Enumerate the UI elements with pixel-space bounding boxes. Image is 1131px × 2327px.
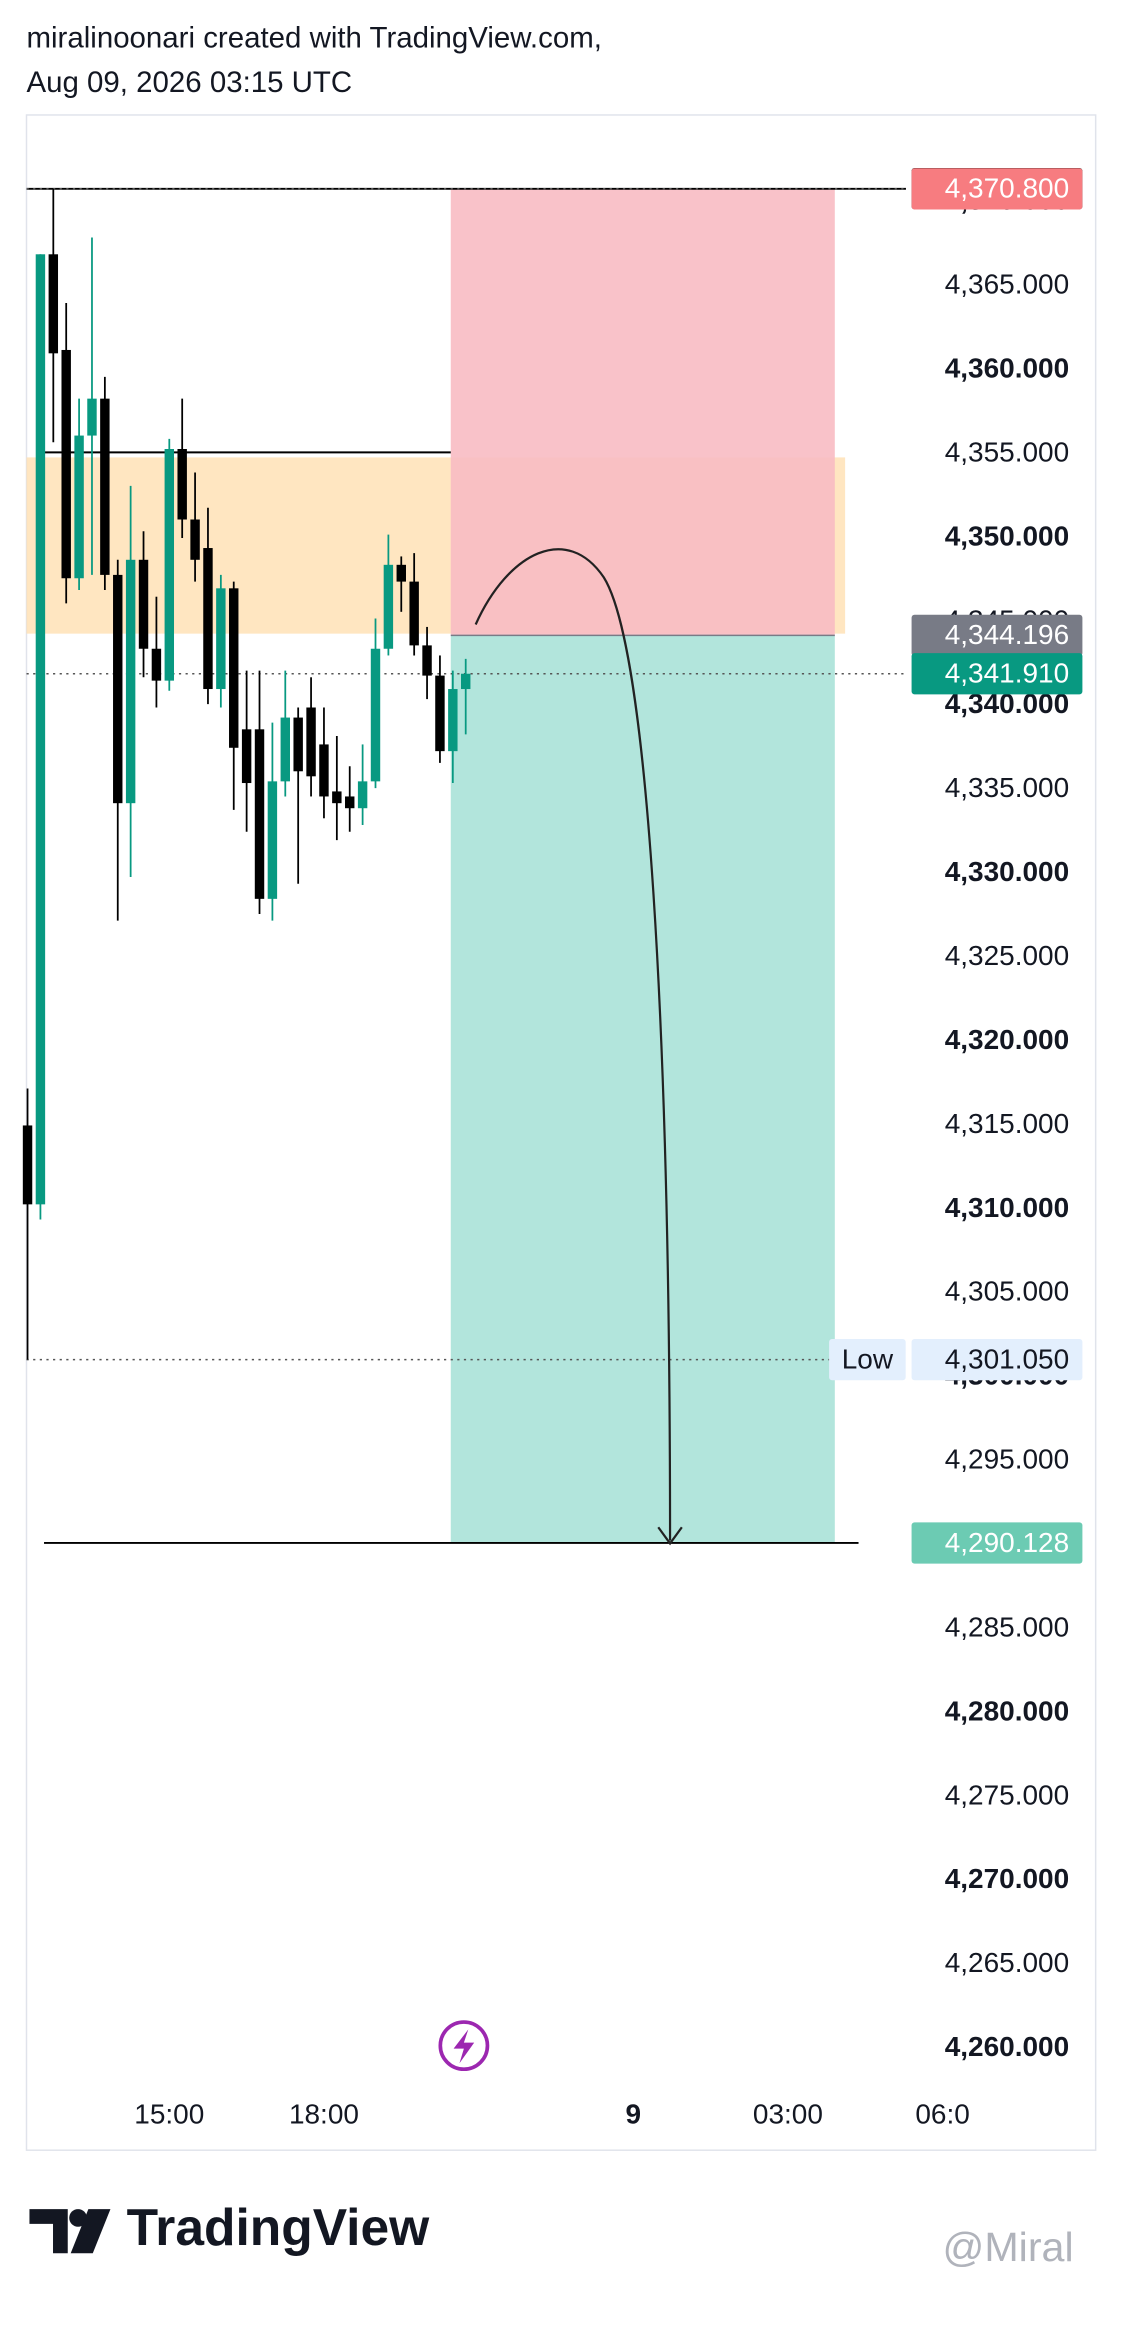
candle-body (448, 689, 458, 752)
candle-body (409, 581, 419, 646)
projection-arrow (474, 548, 672, 1541)
x-tick-label: 03:00 (753, 2099, 823, 2130)
candle-body (306, 707, 316, 777)
candle-body (113, 574, 123, 804)
candle-body (22, 1125, 33, 1205)
stop-zone (450, 188, 835, 636)
candle-body (138, 559, 149, 649)
candle-body (164, 449, 175, 681)
author-line: miralinoonari created with TradingView.c… (27, 22, 602, 55)
y-tick-label: 4,335.000 (945, 772, 1069, 803)
y-tick-label: 4,320.000 (945, 1024, 1069, 1055)
x-tick-label: 9 (625, 2099, 641, 2130)
y-tick-label: 4,260.000 (945, 2031, 1069, 2062)
price-tag-bg (829, 1338, 906, 1381)
y-tick-label: 4,315.000 (945, 1108, 1069, 1139)
watermark: @Miral (943, 2224, 1074, 2270)
price-label: 4,344.196 (945, 619, 1069, 650)
y-tick-label: 4,270.000 (945, 1863, 1069, 1894)
lightning-bolt (453, 2029, 475, 2064)
arrow-head (657, 1526, 683, 1546)
candle-body (48, 254, 59, 354)
y-tick-label: 4,305.000 (945, 1276, 1069, 1307)
brand-name: TradingView (127, 2198, 431, 2256)
candle-body (422, 645, 432, 676)
candle-body (357, 781, 368, 809)
candle-body (396, 564, 406, 582)
price-label-bg (911, 614, 1083, 657)
x-tick-label: 15:00 (134, 2099, 204, 2130)
candle-body (319, 744, 329, 797)
price-label-bg (911, 653, 1083, 695)
price-label-bg (911, 1522, 1083, 1564)
candle-body (332, 791, 342, 804)
candle-body (280, 717, 291, 782)
candle-body (177, 449, 187, 520)
candle-body (435, 675, 445, 752)
plot-layer: 4,260.000 4,265.000 4,270.000 4,275.000 4,28… (22, 168, 1083, 2130)
y-tick-label: 4,275.000 (945, 1779, 1069, 1810)
y-tick-label: 4,365.000 (945, 269, 1069, 300)
candle-body (254, 729, 265, 899)
y-tick-label: 4,325.000 (945, 940, 1069, 971)
candle-body (241, 729, 252, 784)
price-label: 4,341.910 (945, 658, 1069, 689)
candle-body (125, 559, 136, 804)
candle-body (35, 254, 46, 1205)
y-tick-label: 4,360.000 (945, 352, 1069, 383)
candle-body (229, 588, 239, 748)
date-line: Aug 09, 2026 03:15 UTC (27, 66, 353, 99)
x-tick-label: 18:00 (289, 2099, 359, 2130)
candle-body (61, 349, 71, 579)
y-tick-label: 4,310.000 (945, 1192, 1069, 1223)
candle-body (74, 435, 84, 579)
price-label: 4,290.128 (945, 1527, 1069, 1558)
y-tick-label: 4,285.000 (945, 1611, 1069, 1642)
price-label: 4,370.800 (945, 173, 1069, 204)
candle-body (345, 796, 355, 809)
candle-body (203, 548, 213, 690)
candle-body (151, 648, 162, 681)
candle-body (370, 648, 381, 782)
candle-body (216, 588, 226, 690)
price-label: 4,301.050 (945, 1343, 1069, 1374)
price-tag: Low (842, 1343, 894, 1374)
price-label-bg (911, 168, 1083, 210)
candle-body (383, 564, 394, 649)
candle-body (267, 781, 278, 899)
candle-body (87, 398, 97, 436)
y-tick-label: 4,330.000 (945, 856, 1069, 887)
candle-body (293, 717, 303, 772)
y-tick-label: 4,355.000 (945, 436, 1069, 467)
x-tick-label: 06:0 (915, 2099, 969, 2130)
candle-body (190, 519, 200, 560)
brand-logo (29, 2209, 111, 2254)
y-tick-label: 4,350.000 (945, 520, 1069, 551)
candle-body (461, 673, 471, 690)
y-tick-label: 4,265.000 (945, 1947, 1069, 1978)
price-label-bg (911, 1338, 1083, 1381)
target-zone (450, 635, 835, 1543)
y-tick-label: 4,280.000 (945, 1695, 1069, 1726)
y-tick-label: 4,295.000 (945, 1444, 1069, 1475)
candle-body (100, 398, 110, 575)
